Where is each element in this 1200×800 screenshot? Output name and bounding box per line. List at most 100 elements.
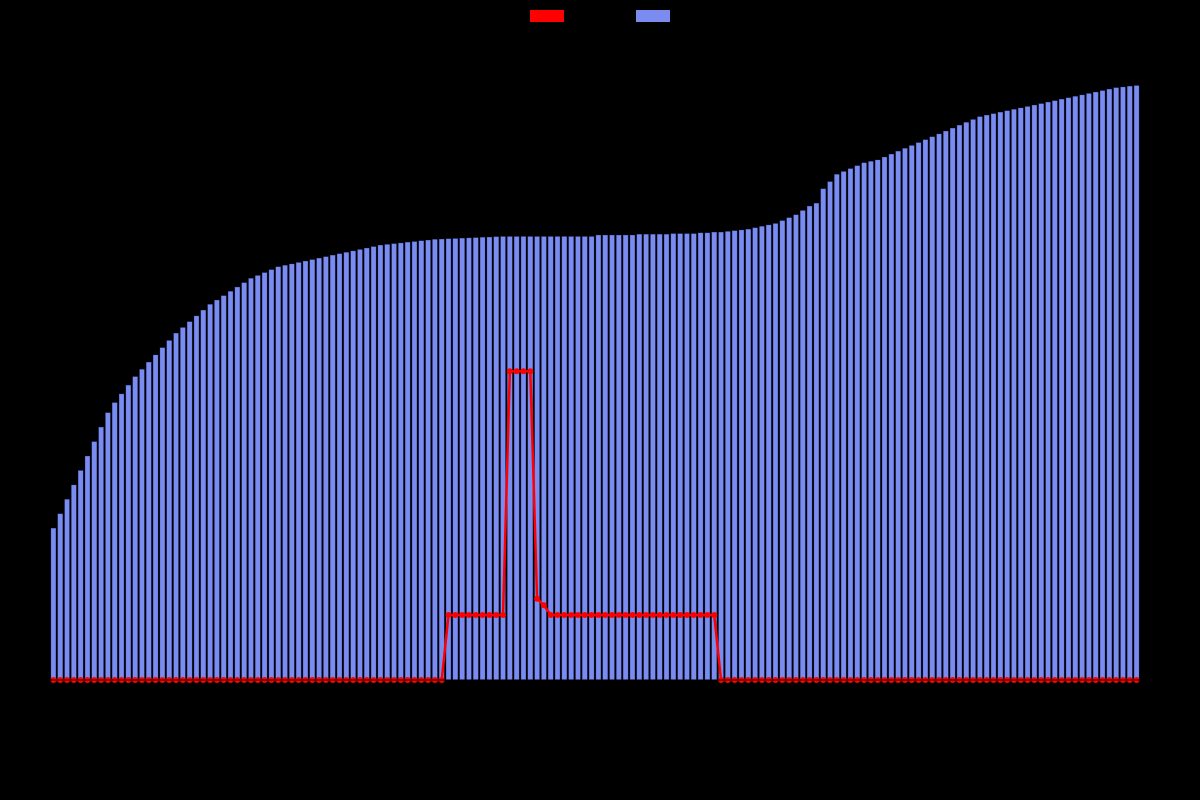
bar: [99, 427, 104, 680]
line-marker: [486, 612, 492, 618]
line-marker: [650, 612, 656, 618]
bar: [1114, 88, 1119, 680]
bar: [807, 206, 812, 680]
bar: [978, 117, 983, 680]
y-left-tick-label: 60: [30, 480, 42, 492]
bar: [521, 237, 526, 680]
bar: [405, 242, 410, 680]
line-marker: [602, 612, 608, 618]
chart-svg: 02040608010012014016018020005001 0001 50…: [0, 0, 1200, 800]
line-marker: [657, 612, 663, 618]
bar: [153, 355, 158, 680]
y-left-tick-label: 180: [24, 90, 42, 102]
bar: [1046, 102, 1051, 680]
bar: [78, 471, 83, 680]
bar: [106, 413, 111, 680]
bar: [719, 232, 724, 680]
bar: [276, 267, 281, 680]
line-marker: [493, 612, 499, 618]
bar: [787, 218, 792, 680]
bar: [1059, 99, 1064, 680]
line-marker: [507, 368, 513, 374]
line-marker: [623, 612, 629, 618]
bar: [760, 226, 765, 680]
line-marker: [541, 602, 547, 608]
bar: [903, 148, 908, 680]
bar: [249, 278, 254, 680]
line-marker: [459, 612, 465, 618]
bar: [398, 243, 403, 680]
bar: [119, 394, 124, 680]
bar: [1012, 109, 1017, 680]
bar: [303, 261, 308, 680]
line-marker: [595, 612, 601, 618]
bar: [1080, 95, 1085, 680]
bar: [58, 514, 63, 680]
y-right-tick-label: 2 000: [1148, 386, 1176, 398]
bar: [896, 151, 901, 680]
bar: [289, 264, 294, 680]
line-marker: [711, 612, 717, 618]
bar: [766, 225, 771, 680]
bar: [330, 255, 335, 680]
bar: [112, 403, 117, 680]
y-right-tick-label: 3 000: [1148, 242, 1176, 254]
bar: [834, 174, 839, 680]
bar: [943, 131, 948, 680]
bar: [1025, 107, 1030, 680]
bar: [909, 146, 914, 680]
y-right-tick-label: 4 000: [1148, 97, 1176, 109]
bar: [371, 247, 376, 680]
bar: [1121, 87, 1126, 680]
bar: [337, 254, 342, 680]
bar: [794, 215, 799, 680]
line-marker: [691, 612, 697, 618]
bar: [889, 154, 894, 680]
line-marker: [704, 612, 710, 618]
bar: [780, 221, 785, 680]
bar: [317, 258, 322, 680]
bar: [140, 369, 145, 680]
bar: [800, 211, 805, 680]
line-marker: [609, 612, 615, 618]
bar: [92, 442, 97, 680]
bar: [351, 251, 356, 680]
bar: [160, 348, 165, 680]
bar: [283, 265, 288, 680]
bar: [344, 252, 349, 680]
line-marker: [555, 612, 561, 618]
line-marker: [466, 612, 472, 618]
bar: [174, 333, 179, 680]
line-marker: [520, 368, 526, 374]
bar: [439, 239, 444, 680]
bar: [882, 157, 887, 680]
y-right-tick-label: 0: [1148, 675, 1154, 687]
y-right-tick-label: 1 500: [1148, 458, 1176, 470]
line-marker: [534, 596, 540, 602]
bar: [433, 239, 438, 680]
bar: [215, 300, 220, 680]
bar: [855, 166, 860, 680]
line-marker: [582, 612, 588, 618]
line-marker: [527, 368, 533, 374]
bar: [133, 377, 138, 680]
bar: [821, 189, 826, 680]
y-left-tick-label: 100: [24, 350, 42, 362]
line-marker: [616, 612, 622, 618]
bar: [1052, 101, 1057, 680]
bar: [1127, 86, 1132, 680]
bar: [412, 242, 417, 680]
bar: [208, 304, 213, 680]
line-marker: [514, 368, 520, 374]
line-marker: [500, 612, 506, 618]
bar: [269, 270, 274, 680]
bar: [923, 140, 928, 680]
bar: [869, 161, 874, 680]
line-marker: [452, 612, 458, 618]
y-left-tick-label: 80: [30, 415, 42, 427]
bar: [358, 250, 363, 680]
legend-swatch-blue: [636, 10, 670, 22]
bar: [814, 203, 819, 680]
y-left-tick-label: 20: [30, 610, 42, 622]
bar: [1005, 111, 1010, 680]
